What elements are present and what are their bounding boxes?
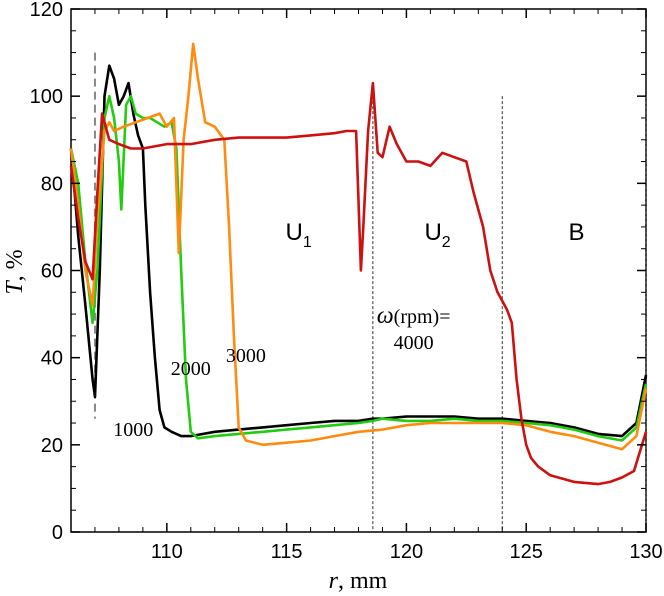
x-tick-label: 125 [510,541,543,563]
series-annotation: 4000 [394,332,434,354]
series-annotations: 1000 2000 3000 ω(rpm)= 4000 [113,303,450,441]
annotation-symbol: ω [377,303,394,329]
x-axis-var: r [329,568,339,594]
x-tick-label: 120 [390,541,423,563]
x-axis-label: r, mm [329,568,388,594]
annotation-text: 3000 [226,345,266,367]
plot-frame [70,8,647,533]
y-tick-label: 20 [41,435,63,457]
y-tick-label: 80 [41,173,63,195]
region-label: U2 [424,219,450,251]
y-axis-unit: , % [2,249,28,281]
x-tick-label: 130 [629,541,662,563]
y-tick-label: 120 [30,0,63,21]
region-label: U1 [285,219,311,251]
y-axis-label: T, % [2,249,28,294]
region-label-sub: 2 [442,234,451,251]
y-tick-label: 0 [52,522,63,544]
y-tick-label: 60 [41,261,63,283]
series-annotation: 1000 [113,419,153,441]
series-line-4000 [69,81,648,486]
reference-lines [93,52,647,532]
annotation-text: 2000 [171,358,211,380]
series-annotation: 2000 [171,358,211,380]
annotation-text: 1000 [113,419,153,441]
region-label-main: U [424,219,441,246]
region-label-sub: 1 [303,234,312,251]
x-axis-unit: , mm [338,568,388,594]
series-annotation: 3000 [226,345,266,367]
y-axis-var: T [2,280,28,295]
region-labels: U1 U2 B [285,219,584,251]
y-tick-label: 40 [41,348,63,370]
annotation-text: 4000 [394,332,434,354]
x-tick-label: 115 [271,541,303,563]
series-annotation: ω(rpm)= [377,303,451,329]
series-line-3000 [69,42,648,451]
region-label-main: U [285,219,302,246]
series-layer [69,42,648,486]
annotation-text: (rpm)= [394,306,451,328]
axis-ticks: 110 115 120 125 130 0 20 40 60 80 100 120 [30,0,663,563]
region-label-main: B [569,219,585,246]
y-tick-label: 100 [30,86,63,108]
region-label: B [569,219,585,246]
series-line-2000 [69,94,648,442]
x-tick-label: 110 [151,541,183,563]
series-line-1000 [69,64,648,438]
